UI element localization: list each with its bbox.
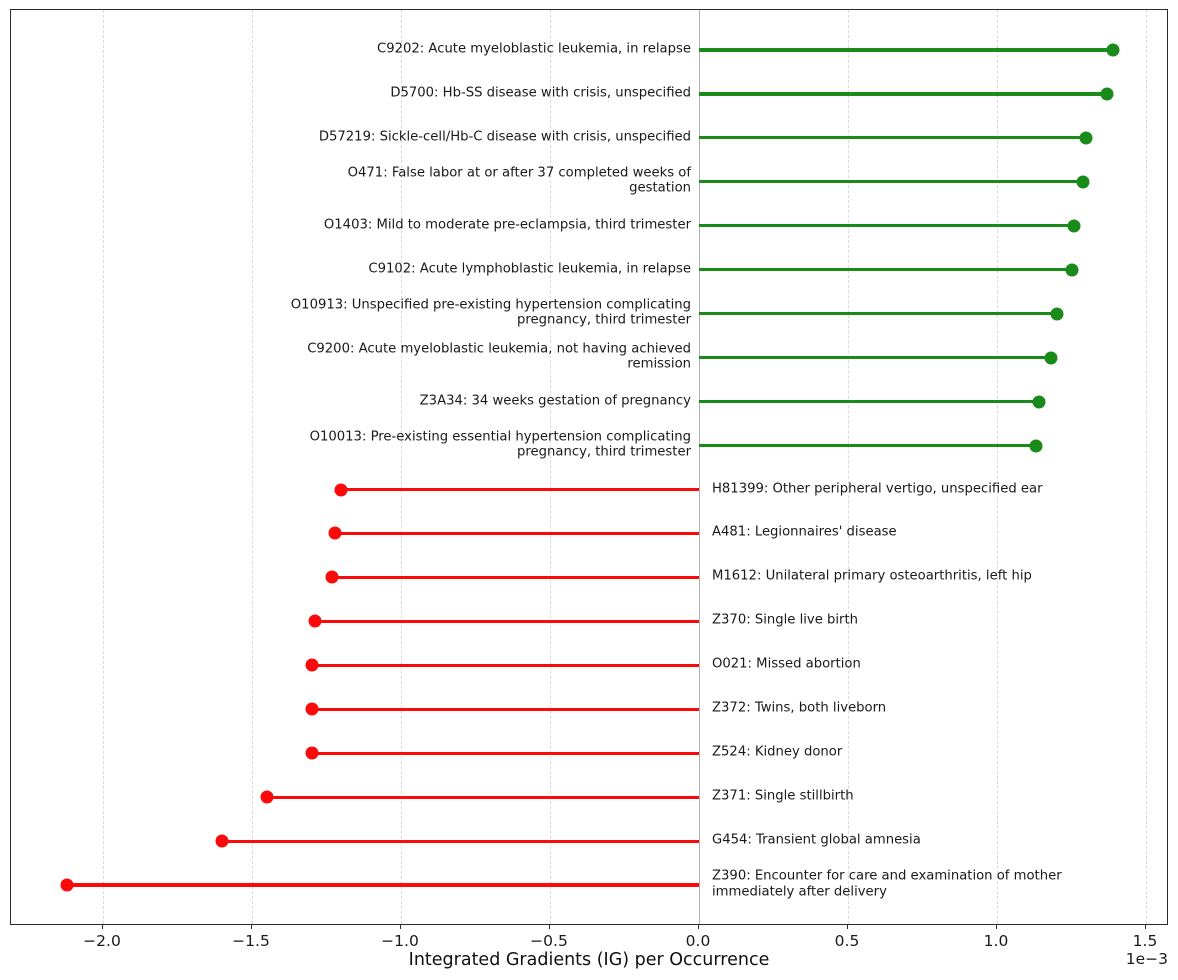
x-tick-mark xyxy=(847,925,848,929)
lollipop-stem xyxy=(311,707,699,711)
lollipop-stem xyxy=(314,619,699,623)
lollipop-stem xyxy=(335,531,699,536)
lollipop-stem xyxy=(699,92,1108,96)
category-label: D57219: Sickle-cell/Hb-C disease with cr… xyxy=(318,129,691,145)
lollipop-stem xyxy=(699,268,1072,272)
lollipop-marker[interactable] xyxy=(325,570,339,584)
lollipop-marker[interactable] xyxy=(305,746,319,760)
lollipop-marker[interactable] xyxy=(1076,175,1090,189)
lollipop-stem xyxy=(699,443,1036,448)
category-label: O471: False labor at or after 37 complet… xyxy=(347,165,691,196)
lollipop-marker[interactable] xyxy=(1067,219,1081,233)
lollipop-marker[interactable] xyxy=(305,658,319,672)
lollipop-marker[interactable] xyxy=(1032,395,1046,409)
gridline-x xyxy=(997,10,998,924)
lollipop-marker[interactable] xyxy=(260,790,274,804)
lollipop-marker[interactable] xyxy=(1100,87,1114,101)
category-label: G454: Transient global amnesia xyxy=(712,832,921,848)
lollipop-marker[interactable] xyxy=(1029,439,1043,453)
lollipop-stem xyxy=(699,180,1084,184)
lollipop-marker[interactable] xyxy=(215,834,229,848)
lollipop-marker[interactable] xyxy=(1050,307,1064,321)
category-label: Z370: Single live birth xyxy=(712,612,858,628)
lollipop-stem xyxy=(699,136,1087,140)
gridline-x xyxy=(550,10,551,924)
category-label: O1403: Mild to moderate pre-eclampsia, t… xyxy=(323,217,691,233)
lollipop-stem xyxy=(699,224,1075,228)
category-label: O10913: Unspecified pre-existing hyperte… xyxy=(290,297,691,328)
lollipop-marker[interactable] xyxy=(308,614,322,628)
axis-offset-text: 1e−3 xyxy=(1125,950,1168,968)
lollipop-marker[interactable] xyxy=(328,526,342,540)
lollipop-marker[interactable] xyxy=(60,878,74,892)
category-label: Z390: Encounter for care and examination… xyxy=(712,868,1062,900)
category-label: C9202: Acute myeloblastic leukemia, in r… xyxy=(377,41,691,57)
x-tick-label: −1.0 xyxy=(381,932,419,950)
x-tick-mark xyxy=(102,925,103,929)
plot-axes xyxy=(10,9,1168,925)
lollipop-marker[interactable] xyxy=(1079,131,1093,145)
x-tick-label: −0.5 xyxy=(530,932,568,950)
x-tick-mark xyxy=(251,925,252,929)
lollipop-stem xyxy=(699,312,1057,316)
lollipop-stem xyxy=(341,487,699,492)
x-tick-mark xyxy=(400,925,401,929)
lollipop-stem xyxy=(67,883,699,887)
lollipop-stem xyxy=(311,751,699,755)
category-label: O021: Missed abortion xyxy=(712,656,861,672)
category-label: Z372: Twins, both liveborn xyxy=(712,700,887,716)
category-label: Z371: Single stillbirth xyxy=(712,788,854,804)
x-tick-label: −2.0 xyxy=(83,932,121,950)
x-tick-mark xyxy=(1145,925,1146,929)
x-axis-label: Integrated Gradients (IG) per Occurrence xyxy=(408,950,770,970)
category-label: C9200: Acute myeloblastic leukemia, not … xyxy=(307,341,691,372)
category-label: A481: Legionnaires' disease xyxy=(712,524,897,540)
lollipop-stem xyxy=(332,575,699,579)
gridline-x xyxy=(1146,10,1147,924)
x-tick-label: −1.5 xyxy=(232,932,270,950)
category-label: D5700: Hb-SS disease with crisis, unspec… xyxy=(390,85,691,101)
category-label: M1612: Unilateral primary osteoarthritis… xyxy=(712,568,1032,584)
lollipop-marker[interactable] xyxy=(1065,263,1078,277)
lollipop-stem xyxy=(311,663,699,667)
x-tick-label: 1.0 xyxy=(983,932,1009,950)
category-label: Z524: Kidney donor xyxy=(712,744,843,760)
lollipop-marker[interactable] xyxy=(334,483,348,496)
lollipop-stem xyxy=(699,356,1051,360)
category-label: O10013: Pre-existing essential hypertens… xyxy=(309,429,691,460)
lollipop-marker[interactable] xyxy=(305,702,319,716)
lollipop-marker[interactable] xyxy=(1044,351,1058,365)
x-tick-label: 0.0 xyxy=(685,932,711,950)
x-tick-label: 0.5 xyxy=(834,932,860,950)
gridline-x xyxy=(103,10,104,924)
lollipop-marker[interactable] xyxy=(1106,43,1120,57)
x-tick-label: 1.5 xyxy=(1132,932,1158,950)
lollipop-stem xyxy=(222,839,699,843)
gridline-x xyxy=(848,10,849,924)
x-tick-mark xyxy=(698,925,699,929)
x-tick-mark xyxy=(996,925,997,929)
category-label: C9102: Acute lymphoblastic leukemia, in … xyxy=(368,261,691,276)
lollipop-stem xyxy=(699,48,1114,52)
gridline-x xyxy=(401,10,402,924)
x-tick-mark xyxy=(549,925,550,929)
zero-reference-line xyxy=(699,10,700,924)
category-label: H81399: Other peripheral vertigo, unspec… xyxy=(712,480,1043,496)
lollipop-stem xyxy=(699,400,1039,404)
lollipop-stem xyxy=(266,795,699,799)
category-label: Z3A34: 34 weeks gestation of pregnancy xyxy=(419,392,691,408)
gridline-x xyxy=(252,10,253,924)
